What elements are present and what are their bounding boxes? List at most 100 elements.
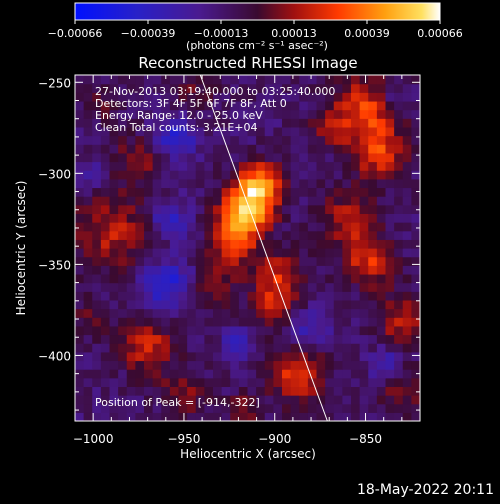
heatmap-cell: [376, 317, 387, 327]
heatmap-cell: [83, 248, 93, 258]
heatmap-cell: [144, 291, 154, 301]
heatmap-cell: [204, 265, 214, 275]
heatmap-cell: [83, 239, 93, 249]
heatmap-cell: [394, 83, 404, 93]
heatmap-cell: [152, 92, 162, 102]
heatmap-cell: [290, 325, 300, 336]
heatmap-cell: [290, 412, 300, 421]
heatmap-cell: [83, 83, 93, 93]
heatmap-cell: [273, 273, 283, 284]
heatmap-cell: [126, 213, 136, 223]
heatmap-cell: [247, 126, 257, 137]
heatmap-cell: [135, 386, 145, 396]
heatmap-cell: [376, 92, 387, 102]
heatmap-cell: [109, 369, 119, 379]
heatmap-cell: [299, 308, 309, 318]
heatmap-cell: [402, 377, 412, 387]
heatmap-cell: [75, 213, 85, 223]
heatmap-cell: [247, 351, 257, 362]
heatmap-cell: [325, 403, 335, 413]
heatmap-cell: [230, 369, 240, 379]
heatmap-cell: [187, 178, 197, 189]
heatmap-cell: [359, 152, 369, 163]
heatmap-cell: [316, 265, 326, 275]
heatmap-cell: [92, 92, 102, 102]
heatmap-cell: [247, 213, 257, 223]
heatmap-cell: [238, 204, 249, 214]
heatmap-cell: [299, 273, 309, 284]
heatmap-cell: [109, 351, 119, 362]
x-tick-label: −950: [167, 432, 200, 446]
heatmap-cell: [411, 178, 420, 189]
heatmap-cell: [307, 291, 318, 301]
heatmap-cell: [351, 118, 361, 128]
heatmap-cell: [92, 100, 102, 111]
heatmap-cell: [213, 170, 223, 180]
heatmap-cell: [109, 343, 119, 353]
heatmap-cell: [152, 144, 162, 154]
heatmap-cell: [307, 360, 318, 370]
heatmap-cell: [256, 343, 266, 353]
heatmap-cell: [359, 351, 369, 362]
heatmap-cell: [333, 256, 343, 266]
heatmap-cell: [256, 118, 266, 128]
heatmap-cell: [195, 187, 205, 197]
heatmap-cell: [402, 187, 412, 197]
heatmap-cell: [213, 317, 223, 327]
heatmap-cell: [152, 100, 162, 111]
heatmap-cell: [411, 412, 420, 421]
colorbar-tick-label: −0.00039: [121, 27, 176, 40]
heatmap-cell: [359, 75, 369, 85]
heatmap-cell: [238, 334, 249, 344]
heatmap-cell: [144, 170, 154, 180]
heatmap-cell: [273, 299, 283, 310]
heatmap-cell: [247, 256, 257, 266]
heatmap-cell: [75, 360, 85, 370]
heatmap-cell: [169, 403, 180, 413]
heatmap-cell: [126, 161, 136, 171]
heatmap-cell: [282, 369, 292, 379]
heatmap-cell: [178, 118, 188, 128]
heatmap-cell: [144, 351, 154, 362]
heatmap-cell: [221, 144, 231, 154]
heatmap-cell: [238, 144, 249, 154]
heatmap-cell: [359, 178, 369, 189]
heatmap-cell: [376, 126, 387, 137]
heatmap-cell: [282, 308, 292, 318]
heatmap-cell: [230, 265, 240, 275]
heatmap-cell: [376, 178, 387, 189]
heatmap-cell: [394, 204, 404, 214]
heatmap-cell: [100, 386, 111, 396]
heatmap-cell: [325, 291, 335, 301]
heatmap-cell: [256, 239, 266, 249]
heatmap-cell: [230, 187, 240, 197]
heatmap-cell: [359, 291, 369, 301]
heatmap-cell: [411, 317, 420, 327]
heatmap-cell: [333, 248, 343, 258]
heatmap-cell: [169, 83, 180, 93]
heatmap-cell: [411, 118, 420, 128]
heatmap-cell: [109, 213, 119, 223]
heatmap-cell: [83, 100, 93, 111]
heatmap-cell: [100, 135, 111, 145]
heatmap-cell: [221, 248, 231, 258]
heatmap-cell: [351, 152, 361, 163]
heatmap-cell: [411, 75, 420, 85]
heatmap-cell: [126, 308, 136, 318]
heatmap-cell: [290, 403, 300, 413]
heatmap-cell: [299, 265, 309, 275]
heatmap-cell: [213, 100, 223, 111]
heatmap-cell: [376, 100, 387, 111]
heatmap-cell: [394, 308, 404, 318]
heatmap-cell: [282, 343, 292, 353]
heatmap-cell: [394, 360, 404, 370]
heatmap-cell: [256, 377, 266, 387]
heatmap-cell: [100, 325, 111, 336]
heatmap-cell: [83, 412, 93, 421]
heatmap-cell: [273, 135, 283, 145]
heatmap-cell: [394, 377, 404, 387]
heatmap-cell: [126, 230, 136, 240]
heatmap-cell: [204, 377, 214, 387]
heatmap-cell: [342, 377, 352, 387]
heatmap-cell: [316, 196, 326, 206]
